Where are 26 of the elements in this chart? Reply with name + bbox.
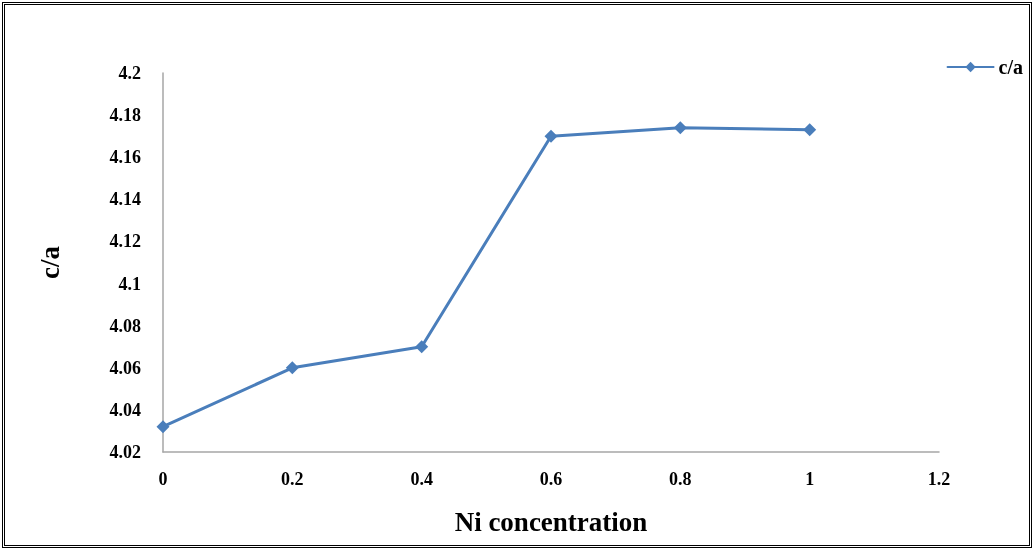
x-tick-label: 0.4: [410, 469, 433, 489]
x-tick-label: 0.6: [539, 469, 563, 489]
point: [285, 361, 299, 375]
x-tick-label: 0: [158, 469, 168, 489]
point: [673, 121, 687, 135]
x-axis-title: Ni concentration: [454, 506, 648, 537]
point: [156, 420, 170, 434]
x-tick-label: 1: [805, 469, 815, 489]
y-tick-label: 4.16: [109, 147, 141, 168]
y-tick-label: 4.18: [109, 105, 141, 126]
point: [803, 123, 817, 137]
y-tick-label: 4.14: [109, 189, 141, 210]
y-tick-label: 4.1: [118, 273, 141, 294]
x-tick-label: 1.2: [927, 469, 951, 489]
y-tick-label: 4.2: [118, 63, 141, 83]
y-tick-label: 4.06: [109, 357, 141, 378]
x-tick-label: 0.8: [669, 469, 692, 489]
point: [415, 340, 429, 354]
y-tick-label: 4.04: [109, 399, 141, 420]
legend-label: c/a: [998, 56, 1023, 78]
y-tick-label: 4.12: [109, 231, 141, 252]
y-tick-label: 4.08: [109, 315, 141, 336]
y-tick-label: 4.02: [109, 442, 141, 462]
point: [544, 129, 558, 143]
x-tick-label: 0.2: [281, 469, 304, 489]
y-axis-title: c/a: [34, 245, 65, 279]
